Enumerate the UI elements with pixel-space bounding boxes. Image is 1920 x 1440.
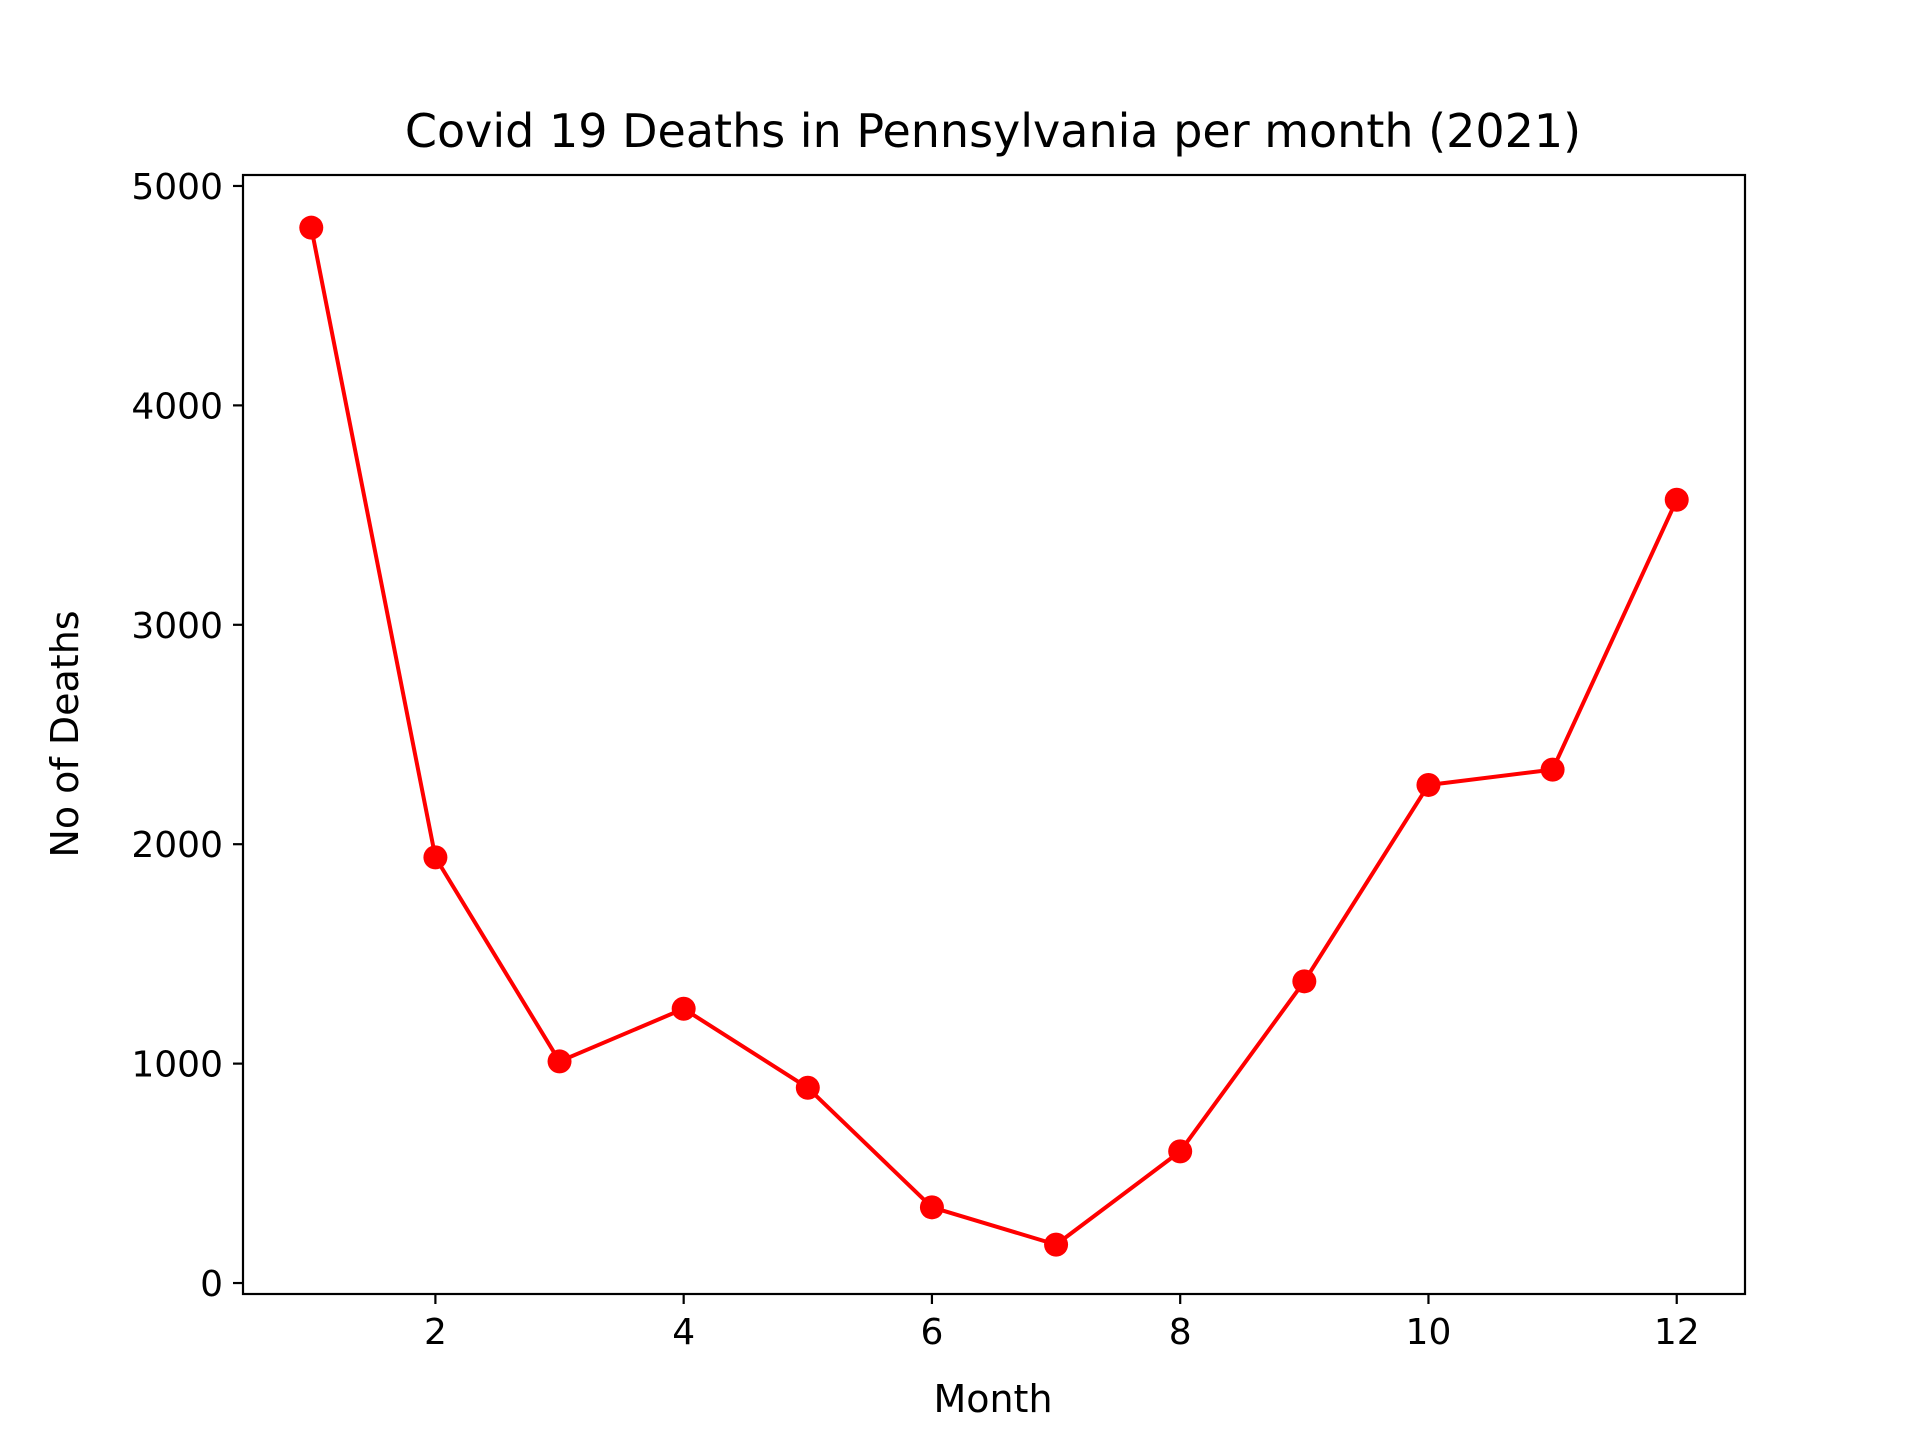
x-tick-label: 4 xyxy=(672,1312,695,1353)
data-point xyxy=(299,215,324,240)
series-layer xyxy=(299,215,1689,1257)
plot-frame xyxy=(241,173,1747,1296)
x-tick-label: 2 xyxy=(424,1312,447,1353)
x-tick-label: 8 xyxy=(1169,1312,1192,1353)
y-tick-label: 0 xyxy=(200,1264,223,1305)
x-tick-label: 10 xyxy=(1406,1312,1452,1353)
y-tick-label: 2000 xyxy=(131,825,223,866)
data-point xyxy=(1044,1232,1069,1257)
y-axis-label: No of Deaths xyxy=(43,610,87,857)
data-point xyxy=(671,996,696,1021)
data-point xyxy=(1664,487,1689,512)
data-point xyxy=(1168,1139,1193,1164)
series-line xyxy=(309,227,1679,1247)
x-tick-label: 12 xyxy=(1654,1312,1700,1353)
data-point xyxy=(423,845,448,870)
x-tick-label: 6 xyxy=(920,1312,943,1353)
data-point xyxy=(1416,772,1441,797)
data-point xyxy=(1292,969,1317,994)
x-axis: 2 4 6 8 10 12 xyxy=(424,1294,1700,1353)
data-point xyxy=(795,1075,820,1100)
data-point xyxy=(547,1049,572,1074)
y-tick-label: 5000 xyxy=(131,167,223,208)
chart-title: Covid 19 Deaths in Pennsylvania per mont… xyxy=(405,104,1581,158)
y-tick-label: 3000 xyxy=(131,606,223,647)
data-point xyxy=(919,1195,944,1220)
y-tick-label: 1000 xyxy=(131,1045,223,1086)
x-axis-label: Month xyxy=(933,1377,1052,1421)
y-axis: 0 1000 2000 3000 4000 5000 xyxy=(131,167,243,1305)
y-tick-label: 4000 xyxy=(131,386,223,427)
data-point xyxy=(1540,757,1565,782)
